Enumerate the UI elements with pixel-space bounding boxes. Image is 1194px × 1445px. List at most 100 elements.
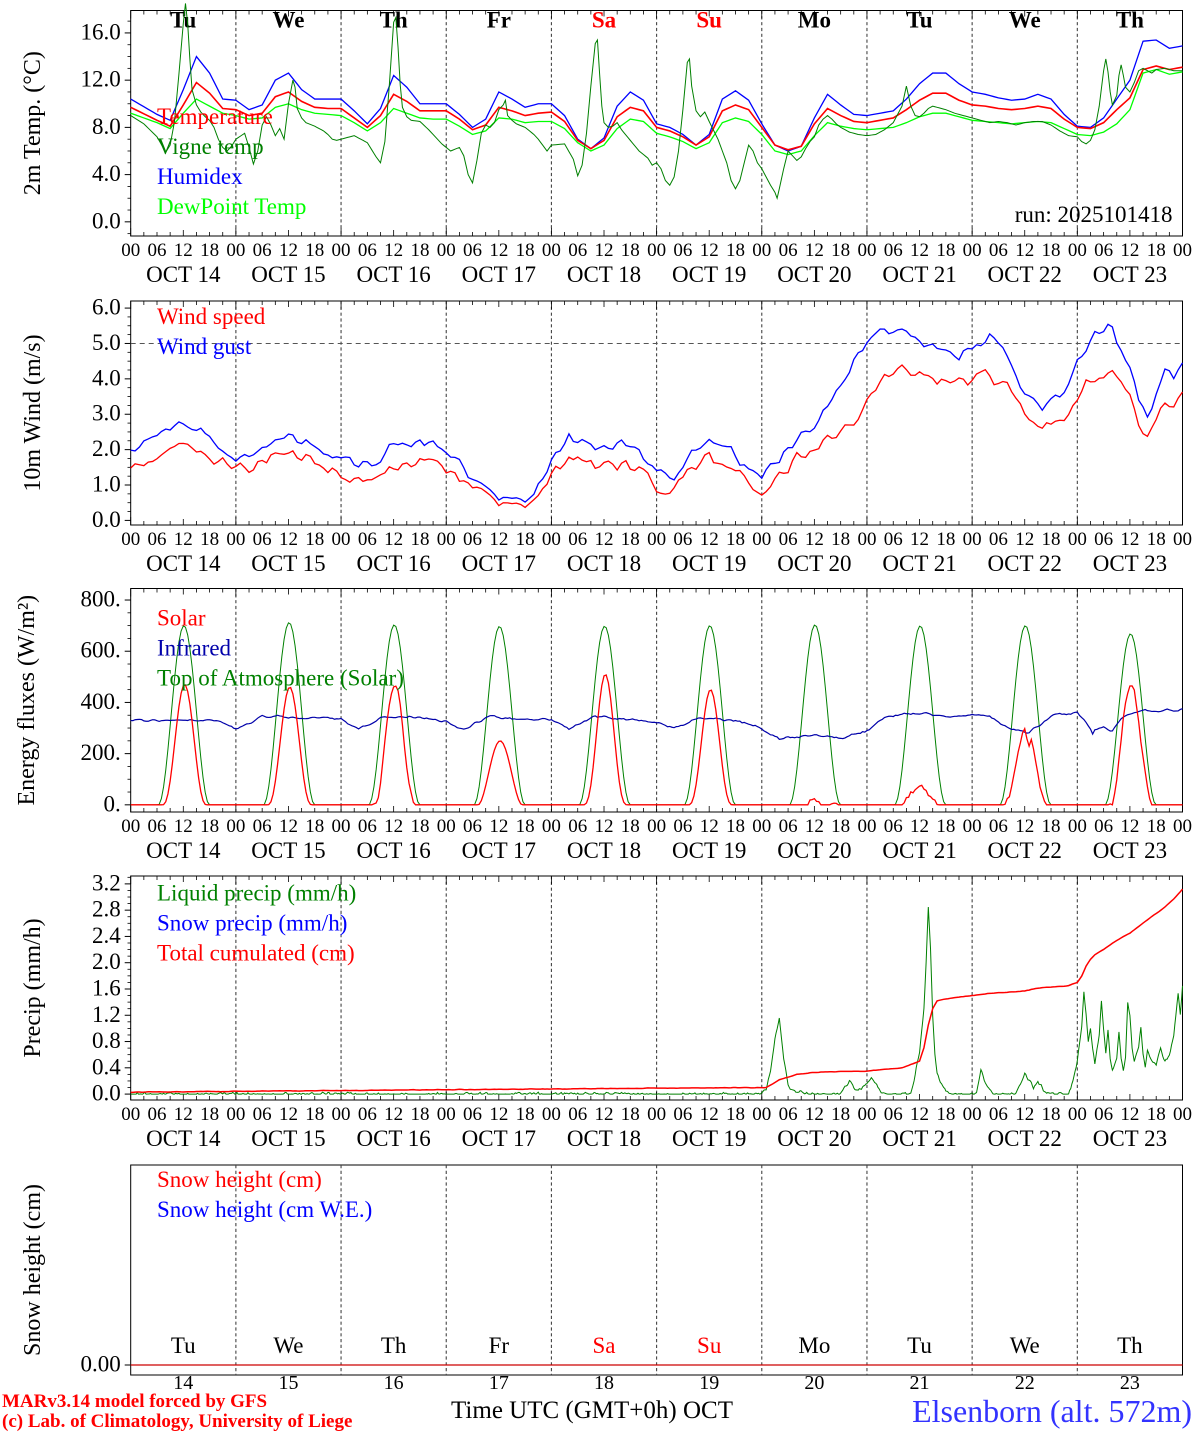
svg-text:18: 18 — [621, 240, 640, 261]
svg-text:Snow height (cm): Snow height (cm) — [20, 1184, 46, 1356]
svg-text:OCT 22: OCT 22 — [988, 551, 1062, 576]
svg-text:10m Wind (m/s): 10m Wind (m/s) — [20, 334, 46, 491]
svg-text:Sa: Sa — [593, 1333, 616, 1358]
svg-text:16: 16 — [384, 1372, 404, 1394]
svg-text:0.00: 0.00 — [80, 1352, 120, 1377]
svg-text:12: 12 — [384, 1104, 403, 1125]
svg-text:00: 00 — [226, 1104, 245, 1125]
svg-text:22: 22 — [1015, 1372, 1035, 1394]
svg-text:OCT 20: OCT 20 — [777, 838, 851, 863]
svg-text:Th: Th — [1117, 1333, 1143, 1358]
svg-text:Snow height (cm W.E.): Snow height (cm W.E.) — [157, 1197, 372, 1222]
svg-text:OCT 22: OCT 22 — [988, 262, 1062, 287]
svg-text:OCT 18: OCT 18 — [567, 262, 641, 287]
svg-text:Tu: Tu — [907, 1333, 932, 1358]
svg-text:OCT 23: OCT 23 — [1093, 1126, 1167, 1151]
svg-text:06: 06 — [673, 1104, 692, 1125]
svg-text:06: 06 — [1094, 240, 1113, 261]
svg-text:2.0: 2.0 — [92, 949, 121, 974]
svg-text:OCT 20: OCT 20 — [777, 262, 851, 287]
svg-text:12: 12 — [174, 1104, 193, 1125]
svg-text:06: 06 — [1094, 529, 1113, 550]
svg-text:06: 06 — [884, 240, 903, 261]
svg-text:0.8: 0.8 — [92, 1028, 121, 1053]
svg-text:18: 18 — [200, 1104, 219, 1125]
svg-text:OCT 14: OCT 14 — [146, 1126, 221, 1151]
svg-text:18: 18 — [200, 816, 219, 837]
svg-text:Th: Th — [1116, 8, 1144, 33]
svg-text:00: 00 — [752, 240, 771, 261]
svg-text:00: 00 — [963, 1104, 982, 1125]
svg-text:12: 12 — [489, 529, 508, 550]
svg-text:00: 00 — [752, 816, 771, 837]
svg-text:00: 00 — [121, 1104, 140, 1125]
svg-text:06: 06 — [1094, 1104, 1113, 1125]
svg-text:00: 00 — [647, 240, 666, 261]
svg-text:00: 00 — [332, 529, 351, 550]
svg-text:18: 18 — [516, 816, 535, 837]
svg-text:OCT 16: OCT 16 — [356, 262, 430, 287]
svg-text:00: 00 — [857, 816, 876, 837]
svg-text:2.8: 2.8 — [92, 897, 121, 922]
svg-text:12: 12 — [700, 529, 719, 550]
svg-text:00: 00 — [1068, 529, 1087, 550]
svg-text:OCT 20: OCT 20 — [777, 1126, 851, 1151]
svg-text:18: 18 — [831, 529, 850, 550]
svg-text:12: 12 — [595, 529, 614, 550]
svg-text:06: 06 — [358, 816, 377, 837]
svg-text:18: 18 — [831, 816, 850, 837]
svg-text:OCT 20: OCT 20 — [777, 551, 851, 576]
svg-text:06: 06 — [358, 1104, 377, 1125]
svg-text:We: We — [272, 8, 304, 33]
svg-text:Elsenborn (alt. 572m): Elsenborn (alt. 572m) — [912, 1393, 1192, 1429]
svg-text:18: 18 — [410, 529, 429, 550]
svg-text:Fr: Fr — [489, 1333, 510, 1358]
svg-text:12: 12 — [489, 240, 508, 261]
svg-text:Tu: Tu — [907, 8, 933, 33]
svg-text:OCT 23: OCT 23 — [1093, 262, 1167, 287]
svg-text:00: 00 — [332, 240, 351, 261]
svg-text:OCT 15: OCT 15 — [251, 1126, 325, 1151]
svg-text:18: 18 — [1147, 240, 1166, 261]
svg-text:Top of Atmosphere (Solar): Top of Atmosphere (Solar) — [157, 666, 404, 691]
svg-text:Mo: Mo — [798, 8, 831, 33]
svg-text:18: 18 — [305, 240, 324, 261]
svg-text:200.: 200. — [80, 740, 120, 765]
svg-text:18: 18 — [516, 529, 535, 550]
svg-text:06: 06 — [568, 240, 587, 261]
svg-text:06: 06 — [148, 816, 167, 837]
svg-text:00: 00 — [437, 1104, 456, 1125]
svg-text:06: 06 — [989, 1104, 1008, 1125]
svg-text:06: 06 — [463, 816, 482, 837]
svg-text:06: 06 — [463, 1104, 482, 1125]
svg-text:12: 12 — [384, 240, 403, 261]
svg-text:Wind gust: Wind gust — [157, 334, 252, 359]
svg-text:12: 12 — [1120, 816, 1139, 837]
svg-text:00: 00 — [1068, 1104, 1087, 1125]
svg-text:00: 00 — [542, 529, 561, 550]
svg-text:12: 12 — [700, 1104, 719, 1125]
svg-text:06: 06 — [1094, 816, 1113, 837]
svg-text:16.0: 16.0 — [80, 19, 120, 44]
svg-text:Snow precip (mm/h): Snow precip (mm/h) — [157, 910, 347, 935]
svg-text:12: 12 — [1015, 816, 1034, 837]
svg-text:Liquid precip (mm/h): Liquid precip (mm/h) — [157, 880, 356, 905]
svg-text:18: 18 — [200, 529, 219, 550]
svg-text:OCT 21: OCT 21 — [882, 262, 956, 287]
svg-text:OCT 14: OCT 14 — [146, 838, 221, 863]
svg-text:00: 00 — [226, 529, 245, 550]
svg-text:0.: 0. — [103, 791, 120, 816]
svg-text:6.0: 6.0 — [92, 295, 121, 320]
svg-text:18: 18 — [1042, 816, 1061, 837]
svg-text:06: 06 — [779, 1104, 798, 1125]
svg-text:1.6: 1.6 — [92, 975, 121, 1000]
svg-text:Solar: Solar — [157, 606, 206, 631]
svg-text:400.: 400. — [80, 689, 120, 714]
svg-text:OCT 18: OCT 18 — [567, 1126, 641, 1151]
svg-text:06: 06 — [884, 1104, 903, 1125]
svg-text:06: 06 — [463, 240, 482, 261]
svg-text:OCT 23: OCT 23 — [1093, 551, 1167, 576]
svg-text:06: 06 — [358, 240, 377, 261]
svg-text:06: 06 — [779, 240, 798, 261]
svg-text:12: 12 — [1015, 529, 1034, 550]
